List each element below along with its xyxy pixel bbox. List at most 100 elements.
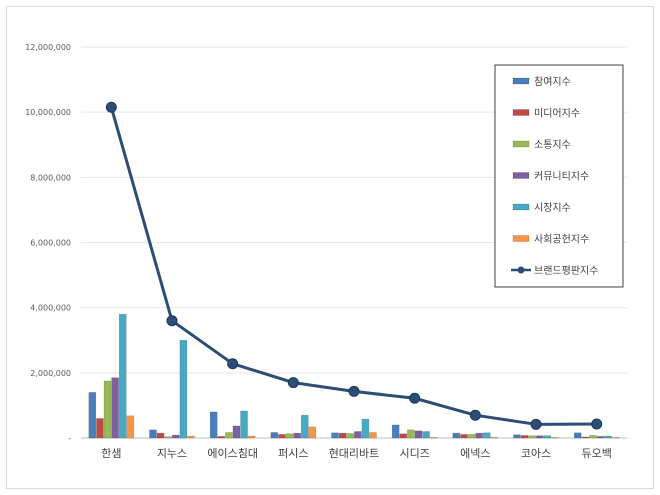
bar — [407, 429, 415, 439]
bar — [573, 432, 582, 439]
line-point — [166, 315, 178, 327]
x-tick-label: 퍼시스 — [278, 447, 308, 460]
bar — [611, 437, 620, 439]
bar — [293, 432, 301, 439]
x-tick-label: 코아스 — [521, 447, 551, 460]
bar — [528, 435, 536, 439]
bar — [551, 437, 559, 439]
legend-label: 소통지수 — [534, 139, 571, 151]
bar — [156, 432, 165, 439]
bar — [475, 432, 483, 439]
legend-label: 시장지수 — [534, 202, 571, 214]
x-tick-label: 에넥스 — [460, 447, 490, 460]
line-series — [105, 101, 603, 430]
chart-frame: - 2,000,000 4,000,000 6,000,000 8,000,000 10,… — [6, 6, 654, 489]
bar-series — [88, 313, 620, 439]
legend-swatch — [512, 140, 530, 148]
legend-swatch — [512, 77, 530, 85]
legend-swatch — [512, 235, 530, 242]
bar — [391, 424, 400, 439]
bar — [399, 433, 408, 439]
x-tick-label: 에이스침대 — [207, 447, 258, 460]
bar — [225, 432, 233, 439]
bar — [247, 435, 256, 439]
bar — [209, 411, 218, 439]
y-tick-label: 10,000,000 — [25, 108, 71, 117]
bar — [308, 426, 317, 439]
bar — [422, 431, 430, 439]
x-tick-label: 한샘 — [101, 447, 121, 460]
bar — [126, 415, 135, 439]
line-point — [409, 392, 421, 404]
bar — [187, 435, 195, 439]
bar — [536, 435, 544, 439]
bar — [111, 377, 119, 439]
bar — [88, 392, 97, 439]
bar — [354, 431, 362, 439]
x-tick-label: 지누스 — [157, 447, 187, 460]
bar — [96, 418, 104, 439]
y-tick-label: 4,000,000 — [30, 304, 71, 313]
line-point — [530, 418, 542, 430]
bar — [217, 436, 226, 439]
bar — [361, 418, 370, 439]
bar — [331, 432, 339, 439]
brand-reputation-chart: - 2,000,000 4,000,000 6,000,000 8,000,000 10,… — [25, 43, 627, 460]
bar — [103, 380, 112, 439]
x-tick-label: 시디즈 — [399, 447, 429, 460]
line-point — [348, 385, 360, 397]
y-tick-label: 12,000,000 — [25, 43, 71, 52]
legend-label: 참여지수 — [534, 76, 571, 88]
bar — [285, 433, 294, 439]
bar — [300, 414, 309, 439]
bar — [520, 435, 529, 439]
bar — [369, 432, 377, 439]
bar — [513, 434, 521, 439]
bar — [414, 430, 423, 439]
bar — [232, 425, 241, 439]
bar — [429, 437, 438, 439]
line-point — [287, 377, 299, 389]
legend-label: 사회공헌지수 — [534, 234, 589, 246]
bar — [581, 436, 590, 439]
bar — [278, 434, 286, 439]
bar — [118, 313, 127, 439]
bar — [240, 410, 248, 439]
bar — [589, 435, 597, 439]
y-tick-label: 2,000,000 — [30, 369, 71, 378]
legend-swatch-marker — [517, 266, 525, 274]
y-tick-label: - — [68, 434, 71, 443]
legend-swatch — [512, 172, 530, 179]
bar — [452, 432, 461, 439]
legend-swatch — [512, 203, 530, 211]
bar — [596, 436, 605, 439]
legend-label: 미디어지수 — [534, 108, 580, 120]
bar — [604, 435, 612, 439]
bar — [172, 434, 180, 439]
line-point — [469, 409, 481, 421]
bar — [346, 433, 354, 439]
gridlines — [81, 46, 627, 439]
bar — [270, 432, 279, 439]
bar — [543, 435, 552, 439]
bar — [149, 429, 157, 439]
bar — [467, 434, 476, 439]
y-tick-label: 8,000,000 — [30, 173, 71, 182]
legend-label: 커뮤니티지수 — [534, 171, 589, 183]
bar — [164, 436, 172, 439]
line-point — [591, 418, 603, 430]
bar — [482, 432, 491, 439]
legend-swatch — [512, 109, 530, 116]
line-point — [227, 358, 239, 370]
x-axis-labels: 한샘 지누스 에이스침대 퍼시스 현대리바트 시디즈 에넥스 코아스 듀오백 — [101, 447, 612, 460]
y-tick-label: 6,000,000 — [30, 239, 71, 248]
bar — [338, 432, 347, 439]
legend-label: 브랜드평판지수 — [534, 265, 598, 277]
bar — [490, 437, 499, 439]
line-point — [105, 101, 117, 113]
x-tick-label: 현대리바트 — [329, 447, 380, 460]
y-axis-ticks: - 2,000,000 4,000,000 6,000,000 8,000,000 10,… — [25, 43, 71, 443]
bar — [179, 340, 188, 439]
x-tick-label: 듀오백 — [581, 447, 611, 460]
